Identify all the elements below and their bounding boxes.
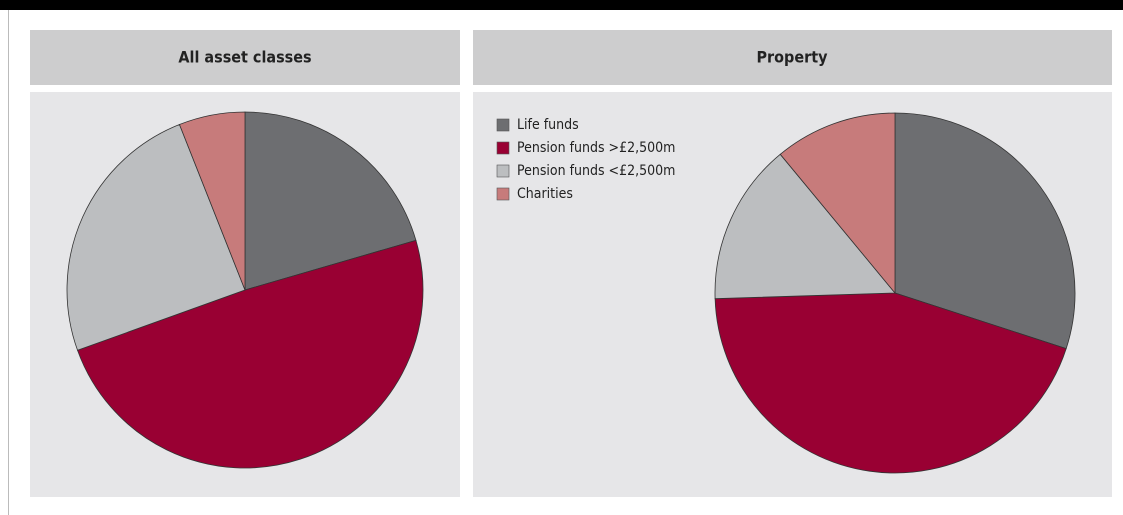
pie-slice <box>714 292 1067 474</box>
panel-header <box>30 30 460 85</box>
legend-label: Life funds <box>517 117 579 133</box>
legend-label: Charities <box>517 186 573 202</box>
pie-slice <box>714 153 896 300</box>
pie-slice <box>178 111 246 291</box>
legend-label: Pension funds >£2,500m <box>517 140 675 156</box>
legend-swatch <box>496 187 510 201</box>
pie-slice <box>779 112 896 295</box>
pie-slice <box>244 111 417 291</box>
legend-label: Pension funds <£2,500m <box>517 163 675 179</box>
panel-header <box>473 30 1112 85</box>
top-bar <box>0 0 1123 10</box>
legend-swatch <box>496 164 510 178</box>
pie-slice <box>66 123 246 351</box>
legend-swatch <box>496 141 510 155</box>
pie-slice <box>894 112 1076 350</box>
chart-title: All asset classes <box>178 48 311 67</box>
chart-title: Property <box>757 48 829 67</box>
pie-slice <box>77 239 424 469</box>
legend-swatch <box>496 118 510 132</box>
